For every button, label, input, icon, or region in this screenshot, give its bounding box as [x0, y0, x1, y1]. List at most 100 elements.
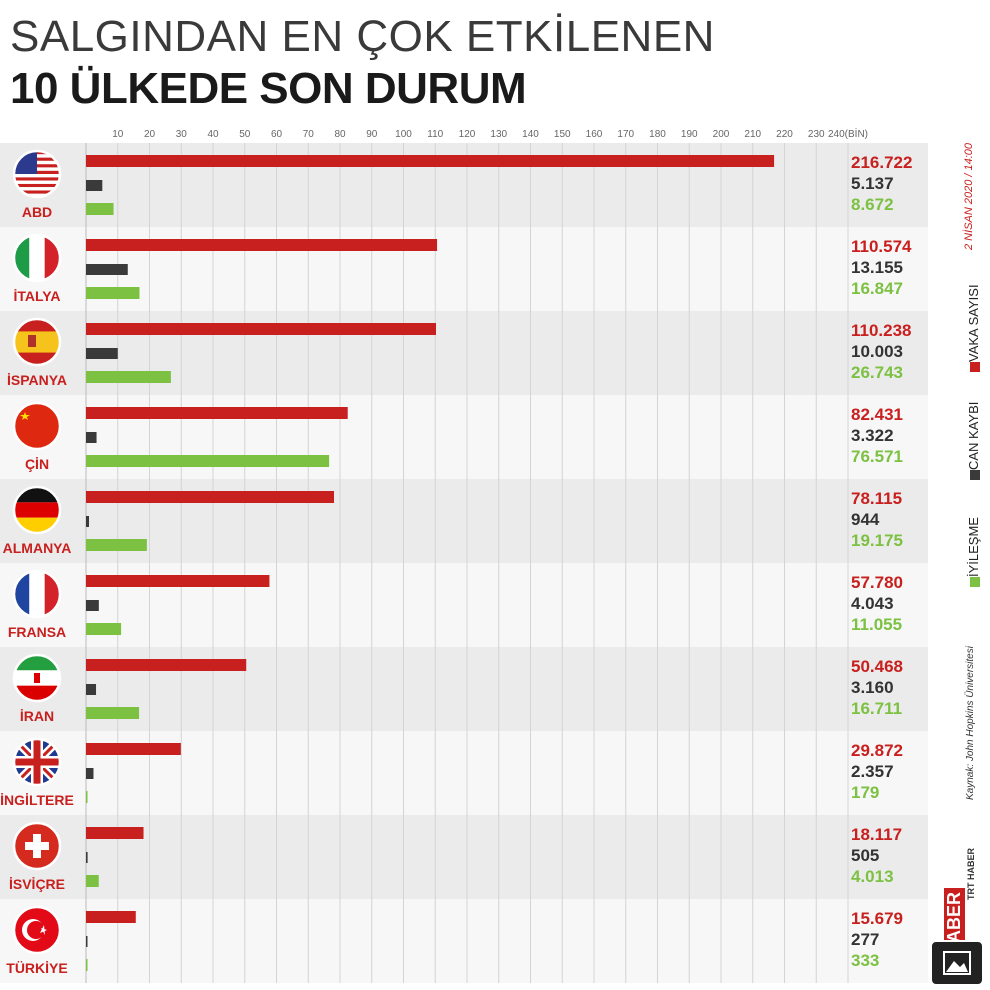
bar-recovered — [86, 875, 99, 887]
x-tick-label: 110 — [427, 129, 443, 140]
value-label-deaths: 5.137 — [851, 174, 894, 193]
value-label-cases: 110.574 — [851, 237, 912, 256]
flag-icon-4 — [12, 485, 62, 535]
value-label-recovered: 26.743 — [851, 363, 903, 382]
image-viewer-button[interactable] — [930, 940, 984, 986]
country-label: İTALYA — [14, 288, 61, 304]
x-tick-label: 100 — [395, 129, 412, 140]
value-label-recovered: 333 — [851, 951, 879, 970]
value-label-recovered: 179 — [851, 783, 879, 802]
country-label: ALMANYA — [3, 540, 72, 556]
x-tick-label: 20 — [144, 129, 156, 140]
page-title-line1: SALGINDAN EN ÇOK ETKİLENEN — [10, 12, 715, 61]
bar-deaths — [86, 432, 97, 443]
value-label-recovered: 16.711 — [851, 699, 902, 718]
bar-cases — [86, 659, 247, 671]
image-icon — [943, 951, 971, 975]
value-label-recovered: 11.055 — [851, 615, 902, 634]
country-label: İSVİÇRE — [9, 876, 65, 892]
country-label: FRANSA — [8, 624, 66, 640]
bar-recovered — [86, 371, 171, 383]
row-background — [0, 899, 928, 983]
value-label-recovered: 16.847 — [851, 279, 903, 298]
value-label-recovered: 76.571 — [851, 447, 903, 466]
bar-recovered — [86, 623, 122, 635]
x-tick-label: 180 — [649, 129, 666, 140]
x-tick-label: 230 — [808, 129, 825, 140]
value-label-cases: 57.780 — [851, 573, 903, 592]
x-tick-label: 90 — [366, 129, 378, 140]
value-label-deaths: 13.155 — [851, 258, 903, 277]
bar-recovered — [86, 203, 114, 215]
value-label-deaths: 2.357 — [851, 762, 894, 781]
flag-icon-6 — [12, 653, 62, 703]
value-label-cases: 29.872 — [851, 741, 903, 760]
value-label-cases: 82.431 — [851, 405, 903, 424]
bar-recovered — [86, 455, 330, 467]
flag-icon-5 — [12, 569, 62, 619]
value-label-deaths: 4.043 — [851, 594, 894, 613]
value-label-recovered: 4.013 — [851, 867, 894, 886]
x-tick-label: 120 — [459, 129, 476, 140]
legend-label-deaths: CAN KAYBI — [966, 401, 981, 470]
value-label-recovered: 8.672 — [851, 195, 894, 214]
bar-cases — [86, 155, 775, 167]
value-label-cases: 216.722 — [851, 153, 912, 172]
x-tick-label: 60 — [271, 129, 283, 140]
flag-icon-0 — [12, 149, 62, 199]
flag-icon-7 — [12, 737, 62, 787]
value-label-deaths: 3.160 — [851, 678, 894, 697]
bar-recovered — [86, 539, 147, 551]
bar-cases — [86, 575, 270, 587]
value-label-deaths: 277 — [851, 930, 879, 949]
bar-deaths — [86, 768, 94, 779]
value-label-cases: 18.117 — [851, 825, 902, 844]
country-label: İSPANYA — [7, 372, 67, 388]
bar-cases — [86, 827, 144, 839]
legend-swatch-cases — [969, 362, 980, 372]
legend-swatch-recovered — [969, 577, 980, 587]
value-label-cases: 110.238 — [851, 321, 912, 340]
value-label-deaths: 3.322 — [851, 426, 894, 445]
x-tick-label: 80 — [334, 129, 346, 140]
bar-deaths — [86, 348, 118, 359]
value-label-recovered: 19.175 — [851, 531, 903, 550]
flag-icon-9 — [12, 905, 62, 955]
legend-item-deaths: CAN KAYBI — [966, 402, 981, 488]
legend-swatch-deaths — [969, 470, 980, 480]
value-label-deaths: 10.003 — [851, 342, 903, 361]
bar-deaths — [86, 600, 99, 611]
x-tick-label: 140 — [522, 129, 539, 140]
value-label-cases: 50.468 — [851, 657, 903, 676]
bar-recovered — [86, 791, 88, 803]
bar-deaths — [86, 516, 89, 527]
value-label-deaths: 505 — [851, 846, 879, 865]
country-label: TÜRKİYE — [6, 960, 67, 976]
x-tick-label: 150 — [554, 129, 571, 140]
value-label-cases: 78.115 — [851, 489, 902, 508]
x-tick-label: 170 — [617, 129, 634, 140]
bar-cases — [86, 911, 136, 923]
bar-deaths — [86, 264, 128, 275]
country-label: ÇİN — [25, 456, 49, 472]
flag-icon-8 — [12, 821, 62, 871]
x-tick-label: 190 — [681, 129, 698, 140]
bar-deaths — [86, 684, 97, 695]
bar-cases — [86, 743, 181, 755]
bar-deaths — [86, 852, 88, 863]
x-tick-label: 30 — [176, 129, 188, 140]
flag-icon-1 — [12, 233, 62, 283]
x-tick-label: 130 — [490, 129, 507, 140]
bar-cases — [86, 323, 437, 335]
x-tick-label: 50 — [239, 129, 251, 140]
legend-label-cases: VAKA SAYISI — [966, 284, 981, 362]
bar-recovered — [86, 287, 140, 299]
bar-recovered — [86, 707, 140, 719]
value-label-cases: 15.679 — [851, 909, 903, 928]
x-tick-label: 210 — [744, 129, 761, 140]
country-label: İRAN — [20, 708, 54, 724]
country-label: ABD — [22, 204, 52, 220]
source-label: Kaynak: John Hopkins Üniversitesi — [965, 646, 976, 800]
bar-cases — [86, 407, 348, 419]
social-handles: TRT HABER — [966, 848, 976, 900]
